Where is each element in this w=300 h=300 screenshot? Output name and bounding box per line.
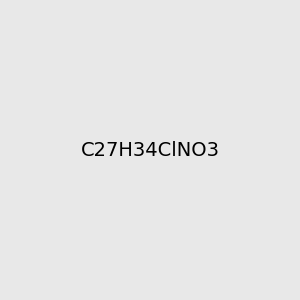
Text: C27H34ClNO3: C27H34ClNO3 bbox=[80, 140, 220, 160]
